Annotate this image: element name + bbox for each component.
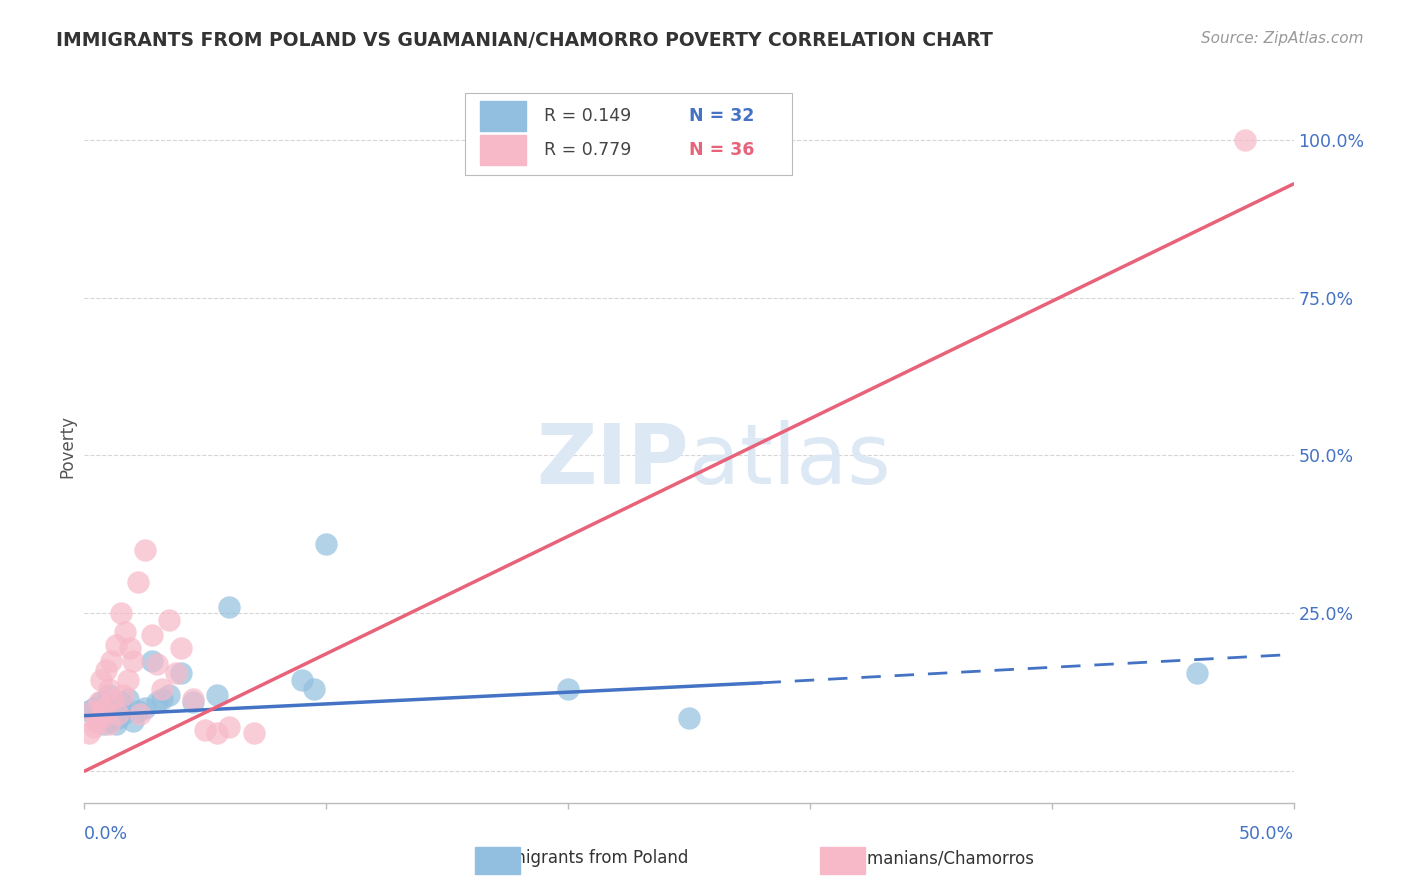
Point — [165, 666, 187, 681]
Point — [86, 714, 108, 728]
Bar — [479, 101, 526, 130]
Point — [110, 607, 132, 621]
Point — [104, 717, 127, 731]
Text: ZIP: ZIP — [537, 420, 689, 500]
Point — [112, 689, 135, 703]
Y-axis label: Poverty: Poverty — [58, 415, 76, 477]
Point — [107, 710, 129, 724]
Point — [181, 691, 204, 706]
Point — [93, 701, 115, 715]
Point — [87, 695, 110, 709]
Text: Immigrants from Poland: Immigrants from Poland — [478, 849, 689, 867]
Point — [97, 689, 120, 703]
Text: atlas: atlas — [689, 420, 890, 500]
Point — [83, 701, 105, 715]
Point — [134, 701, 156, 715]
Point — [103, 691, 125, 706]
Point — [83, 720, 105, 734]
Point — [141, 654, 163, 668]
Point — [302, 682, 325, 697]
Point — [150, 682, 173, 697]
Point — [157, 689, 180, 703]
Point — [129, 707, 152, 722]
Text: 0.0%: 0.0% — [84, 825, 128, 843]
Text: N = 36: N = 36 — [689, 141, 754, 159]
Point — [127, 704, 149, 718]
Point — [90, 695, 112, 709]
Point — [141, 628, 163, 642]
Text: Guamanians/Chamorros: Guamanians/Chamorros — [823, 849, 1033, 867]
Point — [112, 707, 135, 722]
Point — [242, 726, 264, 740]
Point — [77, 704, 100, 718]
Point — [77, 726, 100, 740]
Point — [100, 654, 122, 668]
Point — [120, 641, 142, 656]
Point — [121, 714, 143, 728]
Point — [207, 726, 229, 740]
Text: Source: ZipAtlas.com: Source: ZipAtlas.com — [1201, 31, 1364, 46]
Point — [94, 707, 117, 722]
Point — [207, 689, 229, 703]
Point — [291, 673, 314, 687]
Point — [117, 691, 139, 706]
Point — [107, 707, 129, 722]
Point — [150, 691, 173, 706]
Point — [170, 641, 193, 656]
Point — [90, 673, 112, 687]
Point — [218, 600, 240, 615]
Point — [315, 537, 337, 551]
Point — [157, 613, 180, 627]
Point — [557, 682, 579, 697]
Point — [146, 695, 169, 709]
Point — [146, 657, 169, 671]
Point — [100, 704, 122, 718]
Text: R = 0.149: R = 0.149 — [544, 107, 631, 125]
Text: 50.0%: 50.0% — [1239, 825, 1294, 843]
Point — [97, 717, 120, 731]
Point — [94, 663, 117, 677]
FancyBboxPatch shape — [465, 93, 792, 175]
Text: N = 32: N = 32 — [689, 107, 754, 125]
Point — [678, 710, 700, 724]
Bar — [479, 135, 526, 165]
Point — [170, 666, 193, 681]
Point — [93, 717, 115, 731]
Point — [110, 695, 132, 709]
Point — [87, 710, 110, 724]
Point — [218, 720, 240, 734]
Point — [1185, 666, 1208, 681]
Point — [121, 654, 143, 668]
Point — [90, 710, 112, 724]
Point — [104, 638, 127, 652]
Point — [114, 625, 136, 640]
Point — [1234, 133, 1257, 147]
Point — [80, 704, 103, 718]
Point — [127, 574, 149, 589]
Point — [117, 673, 139, 687]
Point — [103, 698, 125, 712]
Point — [181, 695, 204, 709]
Point — [97, 682, 120, 697]
Text: R = 0.779: R = 0.779 — [544, 141, 631, 159]
Text: IMMIGRANTS FROM POLAND VS GUAMANIAN/CHAMORRO POVERTY CORRELATION CHART: IMMIGRANTS FROM POLAND VS GUAMANIAN/CHAM… — [56, 31, 993, 50]
Point — [194, 723, 217, 738]
Point — [97, 714, 120, 728]
Point — [134, 543, 156, 558]
